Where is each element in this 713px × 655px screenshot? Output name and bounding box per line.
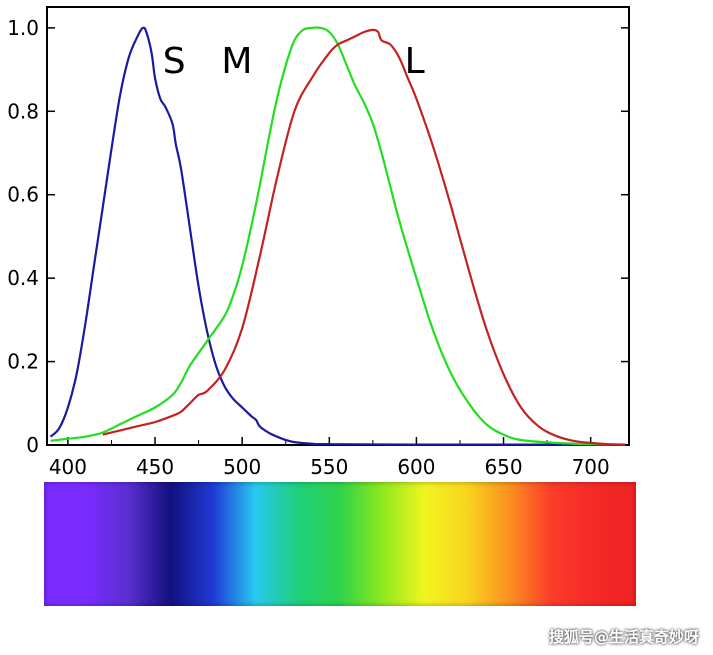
series-S-curve [49, 26, 626, 446]
x-tick-label: 450 [136, 455, 174, 479]
series-M-curve [50, 26, 626, 446]
y-tick-label: 1.0 [7, 16, 39, 40]
y-tick-label: 0.4 [7, 266, 39, 290]
plot-frame [46, 6, 630, 446]
curve-label-S: S [163, 41, 186, 82]
x-tick-label: 550 [310, 455, 348, 479]
watermark: 搜狐号@生活真奇妙呀 [548, 628, 699, 646]
y-axis: 0 0.2 0.4 0.6 0.8 1.0 [7, 16, 629, 457]
spectral-sensitivity-chart: 400 450 500 550 600 650 700 0 0.2 0.4 0.6 0.8 1.0 S… [7, 6, 630, 479]
series-L-curve [102, 28, 626, 446]
x-tick-label: 400 [49, 455, 87, 479]
y-tick-label: 0.8 [7, 99, 39, 123]
x-tick-label: 600 [397, 455, 435, 479]
curve-label-M: M [221, 41, 252, 82]
y-tick-label: 0 [26, 433, 39, 457]
y-tick-label: 0.6 [7, 183, 39, 207]
series-curves [49, 26, 626, 446]
x-tick-label: 700 [572, 455, 610, 479]
visible-spectrum-bar [44, 482, 636, 606]
curve-label-L: L [405, 41, 425, 82]
x-tick-label: 650 [484, 455, 522, 479]
y-tick-label: 0.2 [7, 350, 39, 374]
x-axis: 400 450 500 550 600 650 700 [49, 437, 610, 479]
x-tick-label: 500 [223, 455, 261, 479]
